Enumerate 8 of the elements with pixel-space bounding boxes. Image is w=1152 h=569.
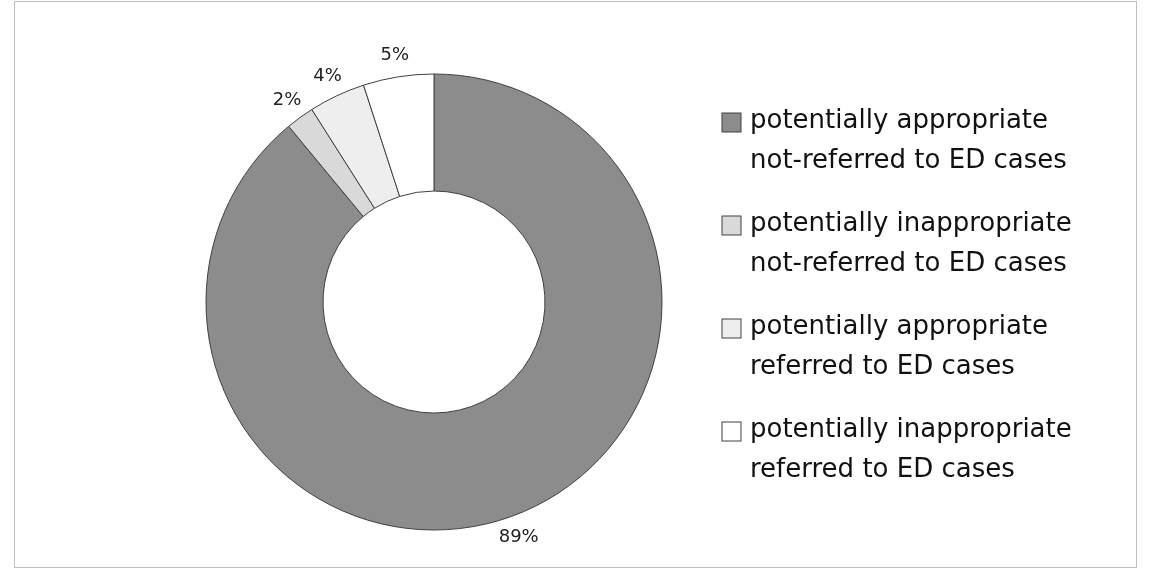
data-label: 5%: [380, 43, 410, 65]
legend-label: potentially inappropriate not-referred to ED cases: [750, 207, 1072, 277]
data-label: 2%: [272, 87, 302, 109]
legend-label: potentially appropriate not-referred to ED cases: [750, 104, 1067, 174]
data-label: 89%: [498, 525, 539, 547]
data-label: 4%: [313, 63, 342, 85]
legend-label: potentially inappropriate referred to ED cases: [750, 413, 1072, 483]
legend-label: potentially appropriate referred to ED cases: [750, 310, 1049, 380]
